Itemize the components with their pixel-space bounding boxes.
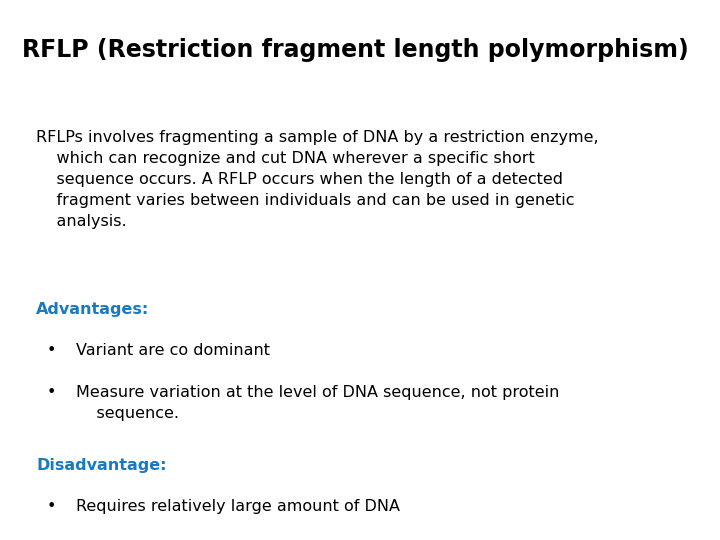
Text: Measure variation at the level of DNA sequence, not protein
    sequence.: Measure variation at the level of DNA se… xyxy=(76,385,559,421)
Text: •: • xyxy=(47,499,56,514)
Text: Variant are co dominant: Variant are co dominant xyxy=(76,343,269,358)
Text: RFLPs involves fragmenting a sample of DNA by a restriction enzyme,
    which ca: RFLPs involves fragmenting a sample of D… xyxy=(36,130,598,228)
Text: Requires relatively large amount of DNA: Requires relatively large amount of DNA xyxy=(76,499,400,514)
Text: •: • xyxy=(47,385,56,400)
Text: RFLP (Restriction fragment length polymorphism): RFLP (Restriction fragment length polymo… xyxy=(22,38,688,62)
Text: Advantages:: Advantages: xyxy=(36,302,149,318)
Text: Disadvantage:: Disadvantage: xyxy=(36,458,166,474)
Text: •: • xyxy=(47,343,56,358)
